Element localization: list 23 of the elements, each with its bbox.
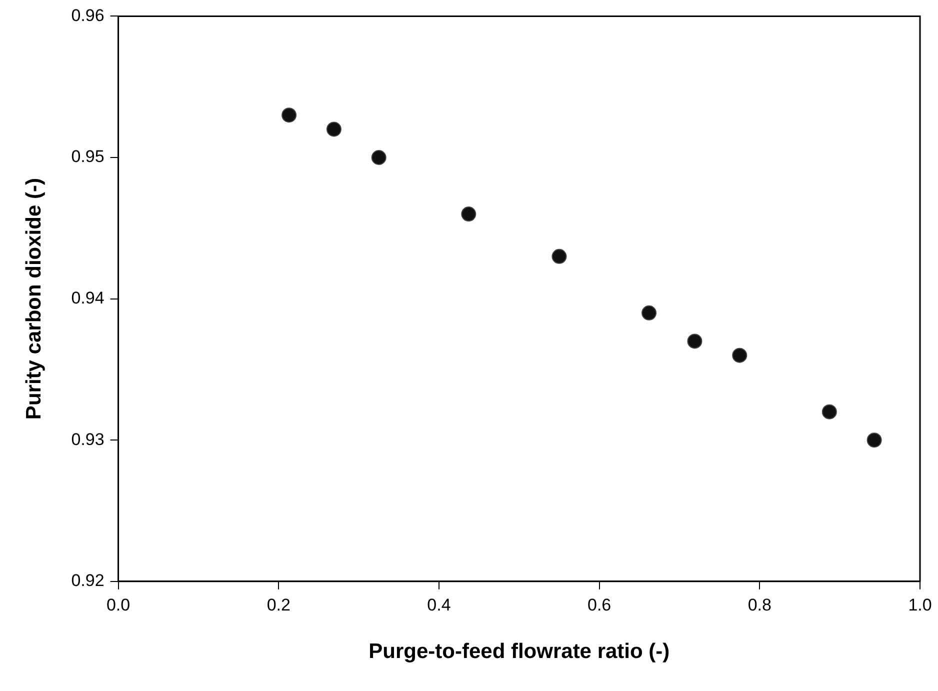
point [687, 334, 702, 349]
point [642, 305, 657, 320]
x-tick-label: 0.4 [427, 595, 451, 614]
x-tick-label: 0.2 [266, 595, 290, 614]
point [371, 150, 386, 165]
y-axis-title: Purity carbon dioxide (-) [22, 178, 46, 420]
y-tick-label: 0.95 [71, 147, 104, 166]
point [326, 122, 342, 137]
x-tick-label: 0.0 [106, 595, 130, 614]
x-axis-title: Purge-to-feed flowrate ratio (-) [368, 640, 670, 664]
point [461, 206, 476, 222]
y-tick-label: 0.96 [71, 6, 104, 25]
x-tick-label: 1.0 [908, 595, 932, 614]
y-tick-label: 0.93 [71, 430, 104, 449]
x-tick-label: 0.8 [748, 595, 772, 614]
x-tick-label: 0.6 [587, 595, 612, 614]
y-tick-label: 0.92 [71, 571, 104, 590]
point [732, 348, 748, 363]
point [552, 248, 567, 264]
point [282, 108, 297, 123]
point [822, 404, 837, 420]
y-tick-label: 0.94 [71, 288, 104, 308]
point [866, 432, 882, 448]
